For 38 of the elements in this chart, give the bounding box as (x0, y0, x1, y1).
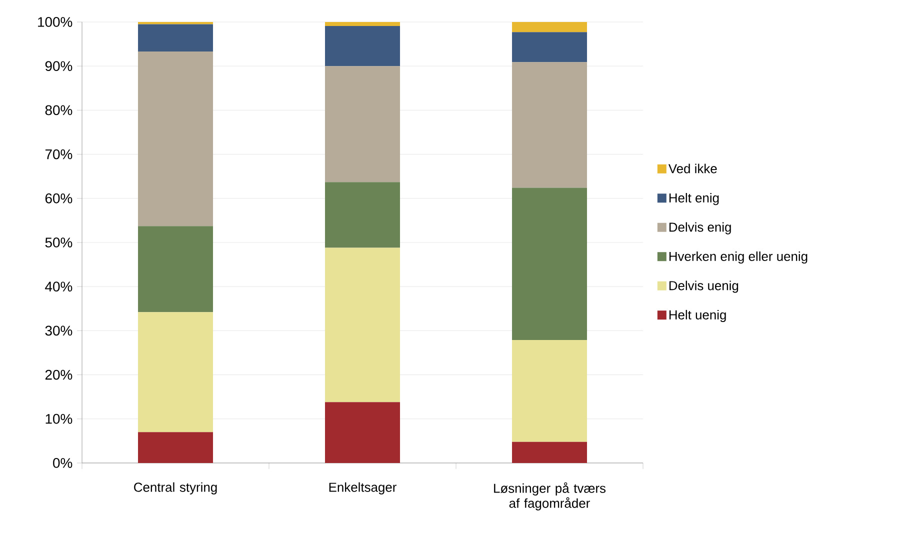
bar (138, 432, 214, 463)
y-tick-label: 80% (45, 105, 72, 116)
y-tick-label: 30% (45, 326, 72, 336)
bar (138, 22, 214, 24)
legend-label: Delvis enig (669, 222, 731, 234)
legend-label: Ved ikke (668, 164, 717, 174)
bar (512, 22, 588, 32)
legend-label: Helt uenig (669, 310, 726, 322)
bar (138, 24, 214, 52)
legend-label: Hverken enig eller uenig (669, 251, 808, 264)
bar (138, 52, 214, 226)
bar (325, 248, 400, 402)
x-tick-label: Central styring (134, 482, 217, 494)
y-tick-label: 100% (38, 17, 72, 27)
bar (325, 402, 400, 463)
bar (512, 188, 588, 340)
x-tick-label: Enkeltsager (329, 482, 396, 494)
bar (512, 62, 588, 188)
bar (325, 22, 400, 26)
bar (512, 340, 588, 442)
y-tick-label: 40% (45, 282, 72, 292)
bar (512, 442, 588, 463)
bar (138, 226, 214, 312)
bar (138, 312, 214, 432)
legend-label: Helt enig (669, 192, 719, 206)
y-tick-label: 60% (45, 193, 72, 204)
y-tick-label: 20% (45, 370, 72, 380)
y-tick-label: 0% (53, 458, 72, 468)
y-tick-label: 10% (46, 414, 72, 424)
y-tick-label: 90% (45, 61, 72, 72)
bar (325, 182, 400, 248)
x-tick-label: Løsninger på tværs af fagområder (494, 482, 606, 510)
legend-label: Delvis uenig (669, 280, 738, 293)
bar (512, 32, 588, 62)
y-tick-label: 50% (45, 238, 72, 248)
bar (325, 66, 400, 182)
y-tick-label: 70% (45, 149, 72, 160)
bar (325, 26, 400, 66)
